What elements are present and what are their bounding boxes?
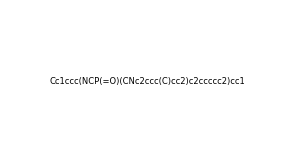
Text: Cc1ccc(NCP(=O)(CNc2ccc(C)cc2)c2ccccc2)cc1: Cc1ccc(NCP(=O)(CNc2ccc(C)cc2)c2ccccc2)cc… bbox=[50, 77, 245, 86]
